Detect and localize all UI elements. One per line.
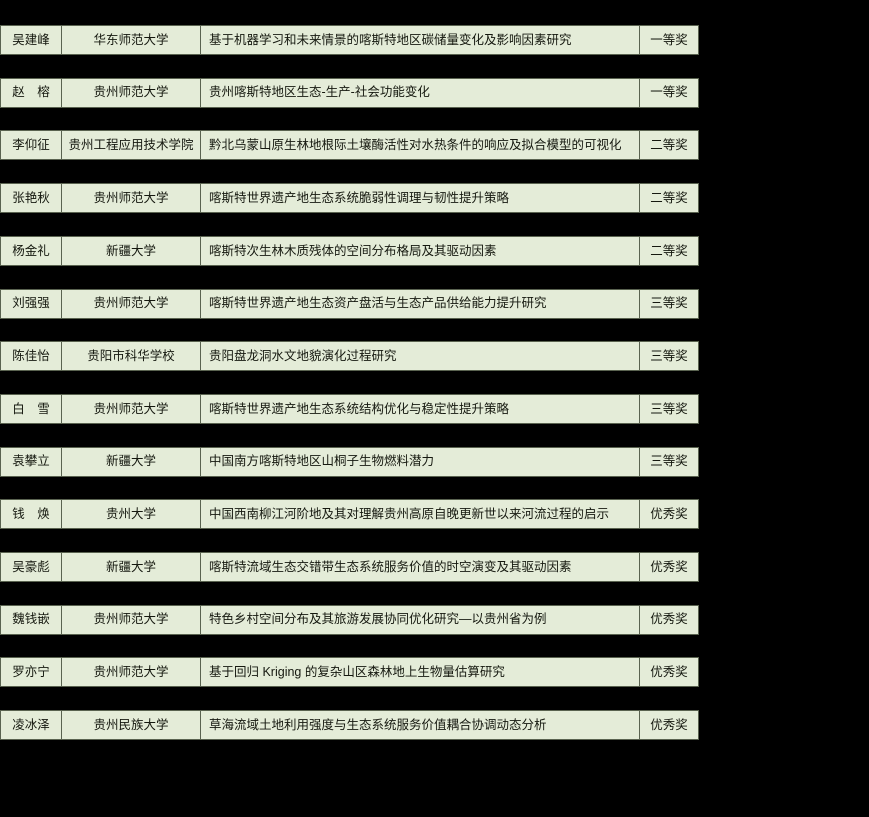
cell-award-level: 一等奖 (650, 85, 688, 100)
table-row: 白 雪贵州师范大学 喀斯特世界遗产地生态系统结构优化与稳定性提升策略 三等奖 (0, 393, 699, 424)
cell-award-level: 一等奖 (650, 32, 688, 47)
cell-award-level: 二等奖 (650, 190, 688, 205)
table-row: 陈佳怡 贵阳市科华学校 贵阳盘龙洞水文地貌演化过程研究 三等奖 (0, 341, 699, 372)
cell-project-title: 基于回归 Kriging 的复杂山区森林地上生物量估算研究 (201, 658, 640, 687)
cell-institution: 贵州师范大学 (62, 289, 201, 318)
cell-award-level: 二等奖 (650, 138, 688, 153)
cell-participant-name: 杨金礼 (1, 236, 62, 265)
cell-award-level: 优秀奖 (650, 507, 688, 522)
cell-award-level: 二等奖 (650, 243, 688, 258)
cell-institution: 贵州民族大学 (62, 711, 201, 740)
cell-institution: 贵州师范大学 (62, 658, 201, 687)
table-row: 张艳秋 贵州师范大学 喀斯特世界遗产地生态系统脆弱性调理与韧性提升策略 二等奖 (0, 183, 699, 214)
table-row: 袁攀立 新疆大学 中国南方喀斯特地区山桐子生物燃料潜力 三等奖 (0, 446, 699, 477)
cell-institution: 新疆大学 (62, 553, 201, 581)
table-row: 李仰征 贵州工程应用技术学院 黔北乌蒙山原生林地根际土壤酶活性对水热条件的响应及拟合… (0, 130, 699, 161)
cell-institution: 新疆大学 (62, 236, 201, 265)
cell-project-title: 喀斯特世界遗产地生态系统结构优化与稳定性提升策略 (201, 394, 640, 423)
cell-participant-name: 白 雪 (1, 394, 62, 423)
cell-participant-name: 罗亦宁 (1, 658, 62, 687)
cell-award-level: 三等奖 (650, 348, 688, 363)
table-row: 凌冰泽 贵州民族大学 草海流域土地利用强度与生态系统服务价值耦合协调动态分析 优秀奖 (0, 710, 699, 741)
cell-institution: 贵州师范大学 (62, 184, 201, 213)
cell-institution: 贵州大学 (62, 500, 201, 529)
cell-project-title: 喀斯特流域生态交错带生态系统服务价值的时空演变及其驱动因素 (201, 553, 640, 581)
cell-project-title: 特色乡村空间分布及其旅游发展协同优化研究—以贵州省为例 (201, 605, 640, 634)
cell-project-title: 中国西南柳江河阶地及其对理解贵州高原自晚更新世以来河流过程的启示 (201, 500, 640, 529)
cell-institution: 贵州师范大学 (62, 78, 201, 107)
cell-participant-name: 陈佳怡 (1, 342, 62, 371)
cell-participant-name: 袁攀立 (1, 447, 62, 476)
cell-institution: 华东师范大学 (62, 26, 201, 54)
table-row: 刘强强 贵州师范大学 喀斯特世界遗产地生态资产盘活与生态产品供给能力提升研究 三等奖 (0, 288, 699, 319)
table-row: 罗亦宁 贵州师范大学 基于回归 Kriging 的复杂山区森林地上生物量估算研究 优秀… (0, 657, 699, 688)
cell-institution: 贵州师范大学 (62, 605, 201, 634)
cell-project-title: 基于机器学习和未来情景的喀斯特地区碳储量变化及影响因素研究 (201, 26, 640, 54)
cell-award-level: 三等奖 (650, 296, 688, 311)
cell-award-level: 优秀奖 (650, 717, 688, 732)
cell-project-title: 草海流域土地利用强度与生态系统服务价值耦合协调动态分析 (201, 711, 640, 740)
cell-project-title: 喀斯特世界遗产地生态资产盘活与生态产品供给能力提升研究 (201, 289, 640, 318)
cell-participant-name: 刘强强 (1, 289, 62, 318)
cell-institution: 贵州工程应用技术学院 (62, 131, 201, 160)
table-row: 杨金礼 新疆大学 喀斯特次生林木质残体的空间分布格局及其驱动因素 二等奖 (0, 235, 699, 266)
cell-award-level: 优秀奖 (650, 665, 688, 680)
cell-participant-name: 凌冰泽 (1, 711, 62, 740)
cell-project-title: 贵州喀斯特地区生态-生产-社会功能变化 (201, 78, 640, 107)
cell-participant-name: 吴建峰 (1, 26, 62, 54)
cell-project-title: 黔北乌蒙山原生林地根际土壤酶活性对水热条件的响应及拟合模型的可视化 (201, 131, 640, 160)
cell-project-title: 喀斯特次生林木质残体的空间分布格局及其驱动因素 (201, 236, 640, 265)
cell-award-level: 优秀奖 (650, 612, 688, 627)
cell-award-level: 三等奖 (650, 401, 688, 416)
cell-participant-name: 钱 焕 (1, 500, 62, 529)
table-row: 魏钱嵌 贵州师范大学 特色乡村空间分布及其旅游发展协同优化研究—以贵州省为例 优秀奖 (0, 604, 699, 635)
table-row: 吴豪彪 新疆大学 喀斯特流域生态交错带生态系统服务价值的时空演变及其驱动因素 优秀奖 (0, 552, 699, 582)
cell-participant-name: 吴豪彪 (1, 553, 62, 581)
cell-participant-name: 赵 榕 (1, 78, 62, 107)
cell-institution: 贵州师范大学 (62, 394, 201, 423)
table-row: 吴建峰 华东师范大学 基于机器学习和未来情景的喀斯特地区碳储量变化及影响因素研究 一等… (0, 25, 699, 55)
cell-award-level: 三等奖 (650, 454, 688, 469)
cell-award-level: 优秀奖 (650, 559, 688, 574)
cell-participant-name: 张艳秋 (1, 184, 62, 213)
cell-project-title: 喀斯特世界遗产地生态系统脆弱性调理与韧性提升策略 (201, 184, 640, 213)
cell-institution: 新疆大学 (62, 447, 201, 476)
cell-participant-name: 魏钱嵌 (1, 605, 62, 634)
table-row: 赵 榕贵州师范大学 贵州喀斯特地区生态-生产-社会功能变化 一等奖 (0, 77, 699, 108)
cell-project-title: 中国南方喀斯特地区山桐子生物燃料潜力 (201, 447, 640, 476)
cell-participant-name: 李仰征 (1, 131, 62, 160)
cell-project-title: 贵阳盘龙洞水文地貌演化过程研究 (201, 342, 640, 371)
cell-institution: 贵阳市科华学校 (62, 342, 201, 371)
table-row: 钱 焕贵州大学 中国西南柳江河阶地及其对理解贵州高原自晚更新世以来河流过程的启示优… (0, 499, 699, 530)
